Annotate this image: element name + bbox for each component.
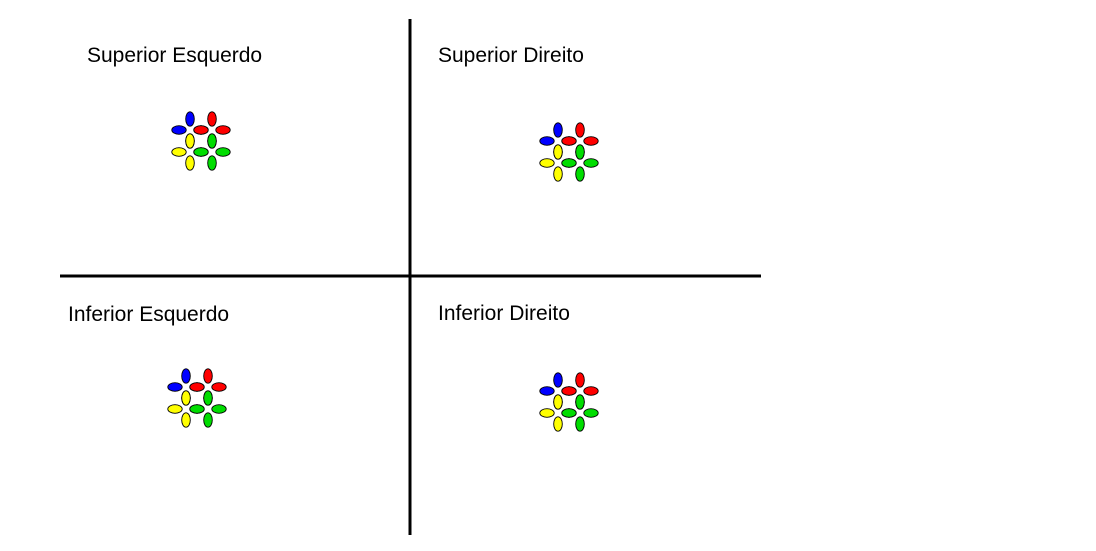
green-petal-top	[207, 133, 217, 149]
red-petal-right	[215, 125, 231, 135]
green-petal-left	[561, 408, 577, 418]
flower-bottom-right	[539, 372, 599, 432]
blue-petal-left	[539, 136, 555, 146]
red-petal-right	[211, 382, 227, 392]
yellow-petal-bottom	[181, 412, 191, 428]
red-petal-top	[207, 111, 217, 127]
green-petal-bottom	[575, 166, 585, 182]
flower-top-left	[171, 111, 231, 171]
green-petal-bottom	[207, 155, 217, 171]
blue-petal-left	[539, 386, 555, 396]
yellow-petal-bottom	[185, 155, 195, 171]
green-petal-right	[211, 404, 227, 414]
yellow-petal-top	[553, 144, 563, 160]
green-petal-left	[193, 147, 209, 157]
label-bottom-left: Inferior Esquerdo	[68, 303, 229, 326]
label-top-left: Superior Esquerdo	[87, 44, 262, 67]
green-petal-bottom	[203, 412, 213, 428]
yellow-petal-bottom	[553, 166, 563, 182]
green-petal-left	[189, 404, 205, 414]
red-petal-top	[203, 368, 213, 384]
red-petal-right	[583, 136, 599, 146]
yellow-petal-left	[539, 158, 555, 168]
red-petal-right	[583, 386, 599, 396]
yellow-petal-top	[181, 390, 191, 406]
red-petal-top	[575, 122, 585, 138]
yellow-petal-left	[167, 404, 183, 414]
red-petal-top	[575, 372, 585, 388]
yellow-petal-bottom	[553, 416, 563, 432]
label-bottom-right: Inferior Direito	[438, 302, 570, 325]
flower-top-right	[539, 122, 599, 182]
yellow-petal-top	[185, 133, 195, 149]
blue-petal-top	[185, 111, 195, 127]
red-petal-left	[561, 386, 577, 396]
green-petal-top	[203, 390, 213, 406]
green-petal-right	[583, 408, 599, 418]
label-top-right: Superior Direito	[438, 44, 584, 67]
blue-petal-top	[553, 122, 563, 138]
flower-bottom-left	[167, 368, 227, 428]
yellow-petal-left	[539, 408, 555, 418]
green-petal-top	[575, 144, 585, 160]
yellow-petal-top	[553, 394, 563, 410]
blue-petal-top	[181, 368, 191, 384]
green-petal-right	[215, 147, 231, 157]
blue-petal-left	[167, 382, 183, 392]
red-petal-left	[189, 382, 205, 392]
red-petal-left	[193, 125, 209, 135]
green-petal-right	[583, 158, 599, 168]
green-petal-left	[561, 158, 577, 168]
yellow-petal-left	[171, 147, 187, 157]
green-petal-bottom	[575, 416, 585, 432]
blue-petal-top	[553, 372, 563, 388]
red-petal-left	[561, 136, 577, 146]
blue-petal-left	[171, 125, 187, 135]
green-petal-top	[575, 394, 585, 410]
